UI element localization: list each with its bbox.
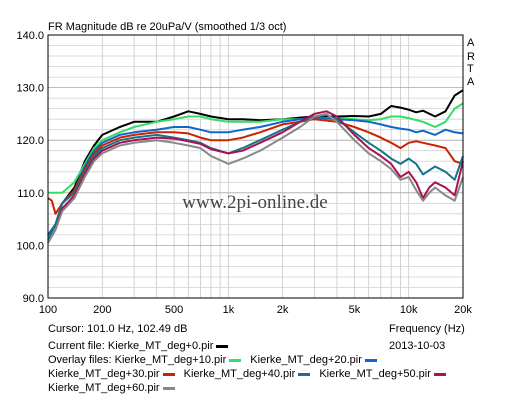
series-line [47, 112, 464, 244]
x-tick-label: 1k [223, 304, 235, 316]
x-tick-label: 5k [349, 304, 361, 316]
brand-letter: A [467, 37, 475, 49]
x-axis-label: Frequency (Hz) [389, 323, 465, 335]
legend-label: Kierke_MT_deg+50.pir [319, 368, 431, 380]
series-line [47, 116, 464, 236]
y-tick-label: 100.0 [16, 240, 44, 252]
y-tick-label: 140.0 [16, 30, 44, 42]
x-tick-label: 200 [93, 304, 111, 316]
chart-title: FR Magnitude dB re 20uPa/V (smoothed 1/3… [48, 21, 286, 33]
plot-frame [47, 34, 464, 299]
legend-item: Kierke_MT_deg+10.pir [115, 354, 242, 366]
brand-letter: T [467, 63, 474, 75]
legend-swatch [162, 372, 175, 376]
series-lines [47, 89, 464, 244]
legend-item: Kierke_MT_deg+40.pir [184, 368, 311, 380]
x-tick-label: 100 [39, 304, 57, 316]
legend-swatch [216, 344, 229, 348]
legend-swatch [433, 372, 446, 376]
x-tick-label: 20k [454, 304, 472, 316]
current-file-label: Current file: Kierke_MT_deg+0.pir [48, 340, 214, 352]
legend-label: Kierke_MT_deg+40.pir [183, 368, 296, 380]
overlay-legend-row: Overlay files: Kierke_MT_deg+10.pir Kier… [48, 354, 377, 366]
legend-label: Kierke_MT_deg+10.pir [114, 354, 227, 366]
y-tick-label: 110.0 [17, 188, 44, 200]
legend-item: Kierke_MT_deg+20.pir [250, 354, 377, 366]
series-line [48, 102, 464, 194]
legend-label: Kierke_MT_deg+60.pir [48, 382, 160, 394]
overlay-legend-row: Kierke_MT_deg+60.pir [48, 382, 175, 394]
y-tick-label: 120.0 [16, 135, 44, 147]
legend-label: Kierke_MT_deg+30.pir [48, 368, 160, 380]
current-file-legend: Current file: Kierke_MT_deg+0.pir [48, 340, 229, 352]
series-line [47, 114, 464, 241]
x-tick-label: 10k [400, 304, 418, 316]
brand-letter: A [467, 76, 475, 88]
legend-swatch [298, 372, 311, 376]
watermark: www.2pi-online.de [182, 192, 327, 213]
y-tick-label: 130.0 [16, 83, 44, 95]
series-line [47, 118, 464, 215]
date-label: 2013-10-03 [389, 340, 446, 352]
x-tick-label: 500 [165, 304, 183, 316]
x-tick-label: 2k [277, 304, 289, 316]
legend-swatch [162, 386, 175, 390]
y-tick-label: 90.0 [23, 293, 44, 305]
legend-label: Kierke_MT_deg+20.pir [250, 354, 362, 366]
legend-swatch [229, 358, 242, 362]
legend-swatch [364, 358, 377, 362]
overlay-files-label: Overlay files: [48, 354, 112, 366]
legend-item: Kierke_MT_deg+60.pir [48, 382, 175, 394]
legend-item: Kierke_MT_deg+50.pir [319, 368, 446, 380]
series-line [47, 89, 464, 236]
overlay-legend-row: Kierke_MT_deg+30.pir Kierke_MT_deg+40.pi… [48, 368, 446, 380]
legend-item: Kierke_MT_deg+30.pir [48, 368, 175, 380]
brand-letter: R [467, 51, 475, 63]
tick-labels: 90.0 100.0 110.0 120.0 130.0 140.0 100 200 500 1k… [16, 30, 472, 316]
cursor-readout: Cursor: 101.0 Hz, 102.49 dB [48, 323, 188, 335]
series-line [47, 110, 464, 244]
